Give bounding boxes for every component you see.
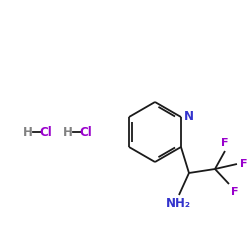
Text: F: F — [231, 187, 238, 197]
Text: Cl: Cl — [80, 126, 92, 138]
Text: H: H — [63, 126, 73, 138]
Text: F: F — [221, 138, 229, 148]
Text: NH₂: NH₂ — [166, 197, 190, 210]
Text: N: N — [184, 110, 194, 124]
Text: F: F — [240, 159, 248, 169]
Text: Cl: Cl — [40, 126, 52, 138]
Text: H: H — [23, 126, 33, 138]
